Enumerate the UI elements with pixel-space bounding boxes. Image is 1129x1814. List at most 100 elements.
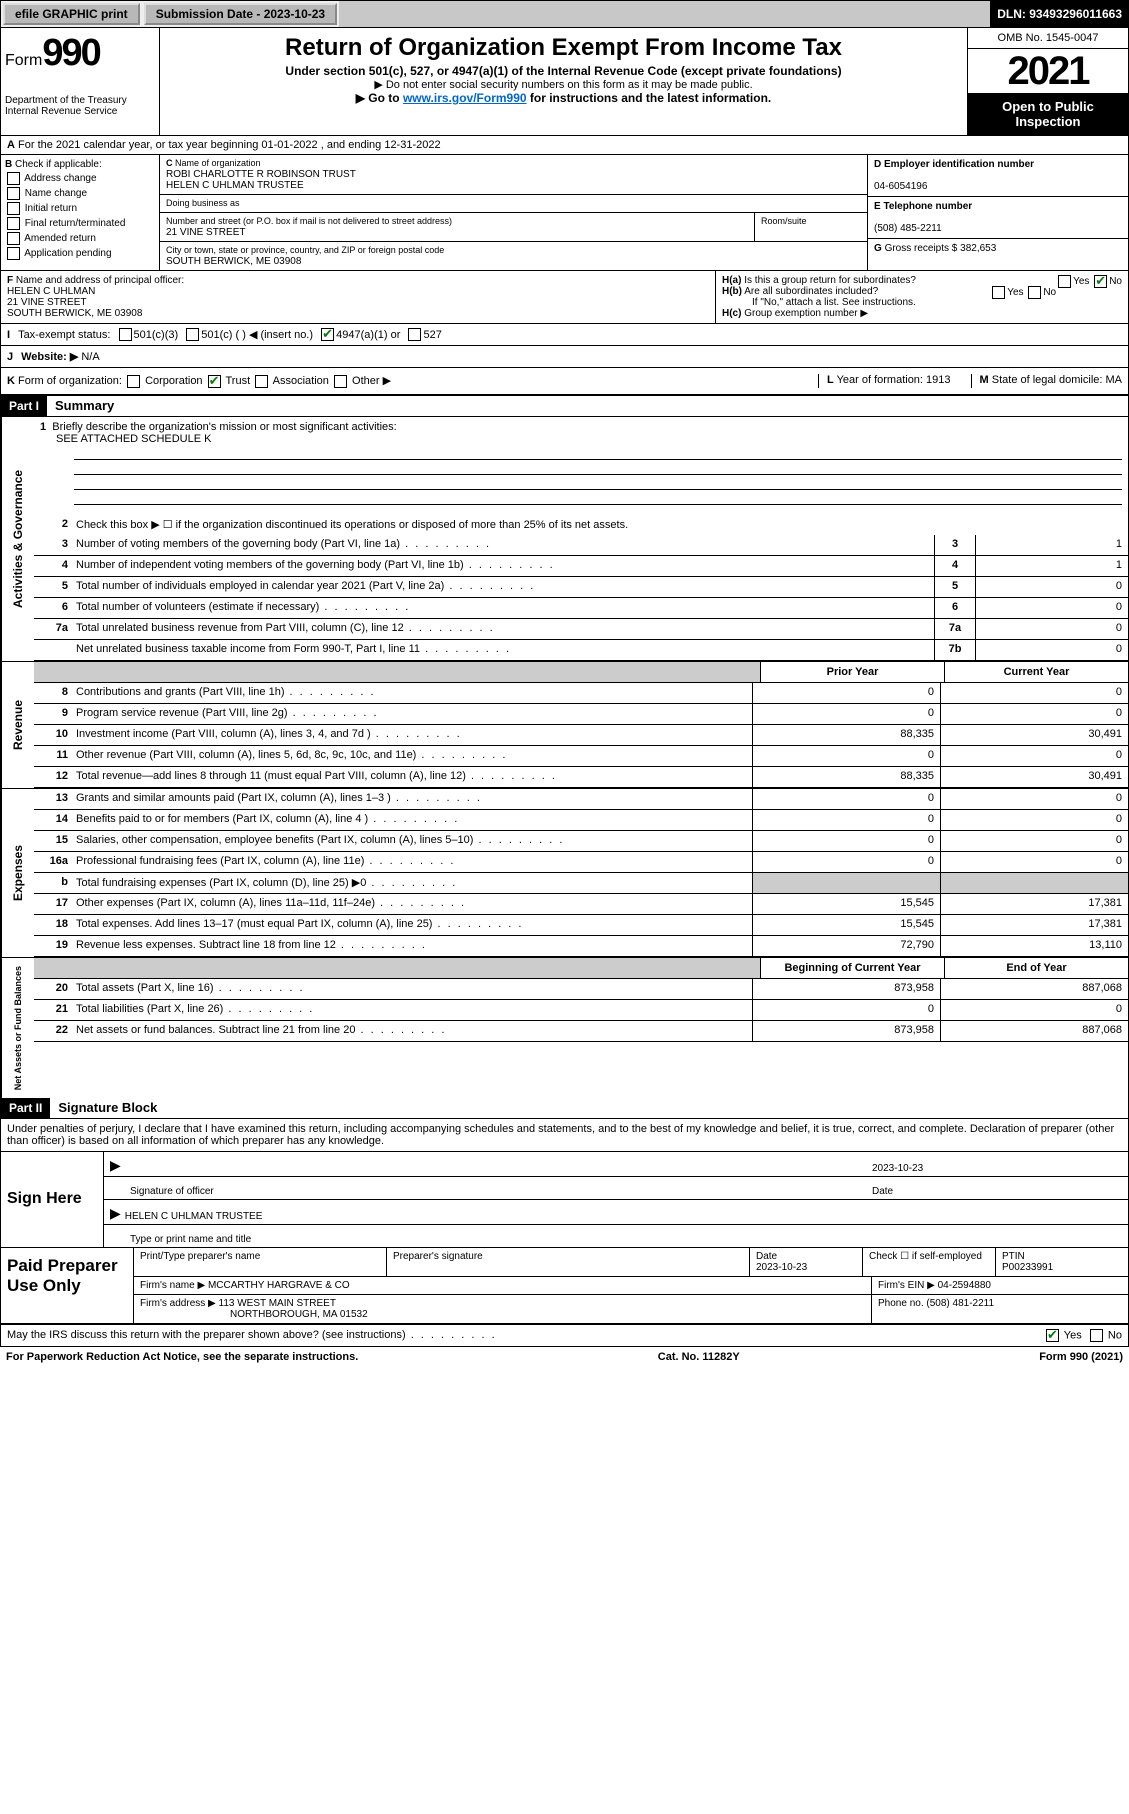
footer-row: For Paperwork Reduction Act Notice, see … bbox=[0, 1347, 1129, 1367]
website-value: N/A bbox=[81, 351, 99, 363]
revenue-section: Revenue Prior Year Current Year 8 Contri… bbox=[1, 661, 1128, 788]
sub3-pre: ▶ Go to bbox=[356, 91, 403, 105]
cb-amended[interactable]: Amended return bbox=[5, 232, 155, 245]
col-head-1: Prior Year Current Year bbox=[34, 662, 1128, 683]
header-center: Return of Organization Exempt From Incom… bbox=[160, 28, 967, 135]
netassets-content: Beginning of Current Year End of Year 20… bbox=[34, 958, 1128, 1098]
gov-row-3: 3 Number of voting members of the govern… bbox=[34, 535, 1128, 556]
sign-here-fields: ▶ 2023-10-23 Signature of officer Date ▶… bbox=[103, 1152, 1128, 1247]
prep-line-3: Firm's address ▶ 113 WEST MAIN STREET NO… bbox=[134, 1295, 1128, 1323]
city-cell: City or town, state or province, country… bbox=[160, 242, 867, 270]
paid-preparer-fields: Print/Type preparer's name Preparer's si… bbox=[133, 1248, 1128, 1323]
ha-yes[interactable] bbox=[1058, 275, 1071, 288]
box-h: H(a) Is this a group return for subordin… bbox=[715, 271, 1128, 323]
form-number: Form990 bbox=[5, 32, 155, 75]
cb-other[interactable] bbox=[334, 375, 347, 388]
prep-date-cell: Date2023-10-23 bbox=[750, 1248, 863, 1276]
cb-4947[interactable] bbox=[321, 328, 334, 341]
prep-line-2: Firm's name ▶ MCCARTHY HARGRAVE & CO Fir… bbox=[134, 1277, 1128, 1295]
gov-row-4: 4 Number of independent voting members o… bbox=[34, 556, 1128, 577]
form-num: 990 bbox=[42, 32, 99, 74]
street-row: Number and street (or P.O. box if mail i… bbox=[160, 213, 867, 242]
mission-text: SEE ATTACHED SCHEDULE K bbox=[40, 433, 211, 445]
hb-note: If "No," attach a list. See instructions… bbox=[722, 297, 916, 308]
hb-no[interactable] bbox=[1028, 286, 1041, 299]
officer-street: 21 VINE STREET bbox=[7, 297, 86, 308]
irs-label: Internal Revenue Service bbox=[5, 106, 155, 117]
gross-label: Gross receipts $ bbox=[885, 243, 958, 254]
line-14: 14 Benefits paid to or for members (Part… bbox=[34, 810, 1128, 831]
cb-501c3[interactable] bbox=[119, 328, 132, 341]
firm-addr-cell: Firm's address ▶ 113 WEST MAIN STREET NO… bbox=[134, 1295, 872, 1323]
sign-here-label: Sign Here bbox=[1, 1152, 103, 1247]
sig-name-row: ▶ HELEN C UHLMAN TRUSTEE bbox=[104, 1199, 1128, 1225]
org-name-1: ROBI CHARLOTTE R ROBINSON TRUST bbox=[166, 169, 356, 180]
cb-final-return[interactable]: Final return/terminated bbox=[5, 217, 155, 230]
box-c: C Name of organization ROBI CHARLOTTE R … bbox=[160, 155, 867, 270]
row-a-text: For the 2021 calendar year, or tax year … bbox=[18, 139, 441, 151]
current-year-head: Current Year bbox=[944, 662, 1128, 682]
dba-cell: Doing business as bbox=[160, 195, 867, 213]
netassets-section: Net Assets or Fund Balances Beginning of… bbox=[1, 957, 1128, 1098]
hb-yes[interactable] bbox=[992, 286, 1005, 299]
gross-value: 382,653 bbox=[960, 243, 996, 254]
part1-title: Summary bbox=[47, 398, 114, 413]
row-k-label: Form of organization: bbox=[18, 375, 122, 387]
box-de: D Employer identification number 04-6054… bbox=[867, 155, 1128, 270]
cb-527[interactable] bbox=[408, 328, 421, 341]
mission-line-2 bbox=[74, 460, 1122, 475]
cb-trust[interactable] bbox=[208, 375, 221, 388]
discuss-yes[interactable] bbox=[1046, 1329, 1059, 1342]
city-value: SOUTH BERWICK, ME 03908 bbox=[166, 256, 301, 267]
line-10: 10 Investment income (Part VIII, column … bbox=[34, 725, 1128, 746]
gov-row-6: 6 Total number of volunteers (estimate i… bbox=[34, 598, 1128, 619]
street-value: 21 VINE STREET bbox=[166, 227, 245, 238]
begin-year-head: Beginning of Current Year bbox=[760, 958, 944, 978]
cb-name-change[interactable]: Name change bbox=[5, 187, 155, 200]
line-19: 19 Revenue less expenses. Subtract line … bbox=[34, 936, 1128, 957]
prior-year-head: Prior Year bbox=[760, 662, 944, 682]
col-head-2: Beginning of Current Year End of Year bbox=[34, 958, 1128, 979]
ha-no[interactable] bbox=[1094, 275, 1107, 288]
discuss-row: May the IRS discuss this return with the… bbox=[1, 1325, 1128, 1346]
subtitle-2: ▶ Do not enter social security numbers o… bbox=[170, 78, 957, 91]
arrow-icon-2: ▶ bbox=[110, 1205, 121, 1222]
box-d: D Employer identification number 04-6054… bbox=[868, 155, 1128, 197]
officer-typed-name: HELEN C UHLMAN TRUSTEE bbox=[125, 1211, 263, 1222]
topbar-spacer bbox=[339, 1, 991, 27]
form-body: Form990 Department of the Treasury Inter… bbox=[0, 28, 1129, 1347]
sign-here-row: Sign Here ▶ 2023-10-23 Signature of offi… bbox=[1, 1152, 1128, 1248]
efile-print-button[interactable]: efile GRAPHIC print bbox=[3, 3, 140, 25]
instructions-link[interactable]: www.irs.gov/Form990 bbox=[403, 91, 527, 105]
cb-assoc[interactable] bbox=[255, 375, 268, 388]
submission-date-button[interactable]: Submission Date - 2023-10-23 bbox=[144, 3, 337, 25]
q1-text: Briefly describe the organization's miss… bbox=[52, 421, 396, 433]
cb-application-pending[interactable]: Application pending bbox=[5, 247, 155, 260]
cb-address-change[interactable]: Address change bbox=[5, 172, 155, 185]
cb-corp[interactable] bbox=[127, 375, 140, 388]
firm-name-cell: Firm's name ▶ MCCARTHY HARGRAVE & CO bbox=[134, 1277, 872, 1294]
expenses-content: 13 Grants and similar amounts paid (Part… bbox=[34, 789, 1128, 957]
form-title: Return of Organization Exempt From Incom… bbox=[170, 34, 957, 62]
sig-name-label-row: Type or print name and title bbox=[104, 1225, 1128, 1247]
prep-name-cell: Print/Type preparer's name bbox=[134, 1248, 387, 1276]
discuss-text: May the IRS discuss this return with the… bbox=[7, 1329, 497, 1342]
tab-revenue: Revenue bbox=[1, 662, 34, 788]
arrow-icon: ▶ bbox=[110, 1157, 121, 1174]
line-18: 18 Total expenses. Add lines 13–17 (must… bbox=[34, 915, 1128, 936]
sub3-post: for instructions and the latest informat… bbox=[527, 91, 772, 105]
discuss-no[interactable] bbox=[1090, 1329, 1103, 1342]
paid-preparer-label: Paid Preparer Use Only bbox=[1, 1248, 133, 1323]
phone-value: (508) 485-2211 bbox=[874, 223, 942, 234]
type-name-label: Type or print name and title bbox=[130, 1234, 251, 1245]
cb-initial-return[interactable]: Initial return bbox=[5, 202, 155, 215]
line-9: 9 Program service revenue (Part VIII, li… bbox=[34, 704, 1128, 725]
cb-501c[interactable] bbox=[186, 328, 199, 341]
sign-date: 2023-10-23 bbox=[872, 1163, 1122, 1174]
prep-sig-cell: Preparer's signature bbox=[387, 1248, 750, 1276]
box-b: B Check if applicable: Address change Na… bbox=[1, 155, 160, 270]
gov-row-7a: 7a Total unrelated business revenue from… bbox=[34, 619, 1128, 640]
line-11: 11 Other revenue (Part VIII, column (A),… bbox=[34, 746, 1128, 767]
tab-netassets: Net Assets or Fund Balances bbox=[1, 958, 34, 1098]
box-b-label: Check if applicable: bbox=[15, 159, 102, 170]
